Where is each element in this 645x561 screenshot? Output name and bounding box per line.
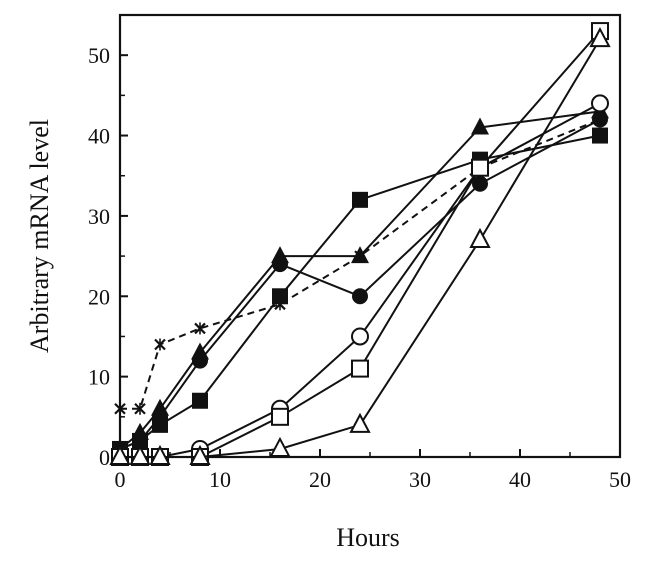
data-point xyxy=(594,113,606,126)
data-point xyxy=(114,402,126,415)
series-line xyxy=(120,118,601,410)
x-tick-label: 10 xyxy=(209,467,231,492)
data-point xyxy=(351,327,369,346)
data-point xyxy=(192,392,208,409)
data-point xyxy=(349,412,371,433)
y-axis-title: Arbitrary mRNA level xyxy=(25,119,54,353)
data-point xyxy=(471,117,489,135)
data-point xyxy=(189,444,211,465)
data-point xyxy=(591,94,609,113)
y-tick-label: 40 xyxy=(88,124,110,149)
data-point xyxy=(469,227,491,249)
data-point xyxy=(129,444,151,465)
data-point xyxy=(354,250,366,263)
data-point xyxy=(154,338,166,351)
x-tick-label: 50 xyxy=(609,467,631,492)
data-point xyxy=(134,402,146,415)
data-point xyxy=(274,298,286,311)
axis-ticks: 0 10 20 30 40 50 0 10 20 30 40 50 xyxy=(88,14,631,492)
x-tick-label: 0 xyxy=(115,467,126,492)
data-point xyxy=(271,407,289,426)
x-axis-title: Hours xyxy=(336,523,400,552)
data-point xyxy=(472,175,488,192)
data-point xyxy=(149,444,171,465)
data-point xyxy=(194,322,206,335)
series-layer xyxy=(109,22,611,466)
plot-frame xyxy=(118,13,622,459)
series-line xyxy=(119,110,601,450)
data-point xyxy=(352,288,368,305)
data-point xyxy=(592,127,608,144)
series-7 xyxy=(109,26,611,465)
data-point xyxy=(109,444,131,465)
series-4 xyxy=(114,113,606,415)
x-tick-label: 20 xyxy=(309,467,331,492)
y-tick-label: 30 xyxy=(88,204,110,229)
y-tick-label: 10 xyxy=(88,365,110,390)
x-tick-label: 40 xyxy=(509,467,531,492)
data-point xyxy=(471,158,489,177)
data-point xyxy=(351,359,369,378)
data-point xyxy=(269,436,291,457)
data-point xyxy=(589,26,611,48)
data-point xyxy=(192,352,208,369)
data-point xyxy=(352,191,368,208)
y-tick-label: 20 xyxy=(88,284,110,309)
data-point xyxy=(272,256,288,273)
x-tick-label: 30 xyxy=(409,467,431,492)
data-point xyxy=(132,432,148,449)
data-point xyxy=(152,408,168,425)
series-3 xyxy=(112,111,608,457)
y-tick-label: 0 xyxy=(99,445,110,470)
y-tick-label: 50 xyxy=(88,43,110,68)
series-6 xyxy=(111,22,609,466)
